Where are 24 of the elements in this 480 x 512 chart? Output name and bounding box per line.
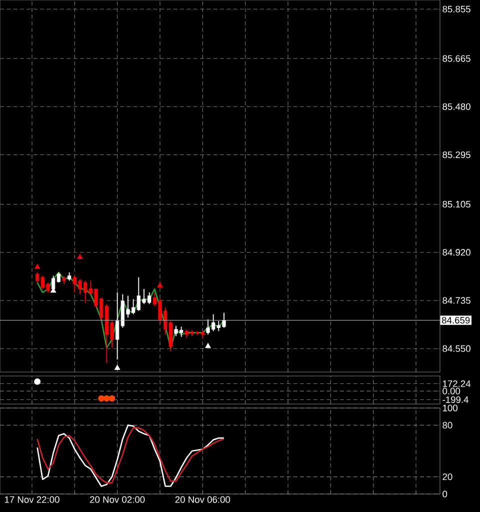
y-tick-label: 85.480 — [442, 103, 470, 110]
y-tick-label: 80 — [442, 422, 452, 428]
x-tick-label: 17 Nov 22:00 — [4, 496, 60, 503]
y-tick-label: 85.295 — [442, 151, 470, 158]
y-tick-label: 85.105 — [442, 200, 470, 208]
point — [157, 282, 163, 288]
y-tick-label: 84.920 — [442, 249, 470, 256]
y-tick-label: 0 — [442, 490, 448, 498]
y-tick-label: 85.855 — [442, 6, 470, 12]
y-tick-label: 20 — [442, 474, 452, 480]
y-tick-label: 84.550 — [442, 345, 470, 352]
y-tick-label: -199.4 — [442, 396, 468, 403]
x-tick-label: 20 Nov 06:00 — [175, 496, 230, 503]
y-tick-label: 84.735 — [442, 297, 470, 304]
y-tick-label: 0.00 — [442, 388, 460, 394]
y-tick-label: 85.665 — [442, 55, 470, 62]
y-tick-label: 172.24 — [442, 380, 471, 387]
ref-line-label: 84.659 — [442, 316, 470, 324]
point — [205, 343, 211, 348]
point — [34, 264, 40, 269]
y-tick-label: 100 — [442, 404, 458, 412]
point — [77, 254, 83, 260]
point — [114, 364, 120, 370]
x-tick-label: 20 Nov 02:00 — [90, 496, 145, 503]
